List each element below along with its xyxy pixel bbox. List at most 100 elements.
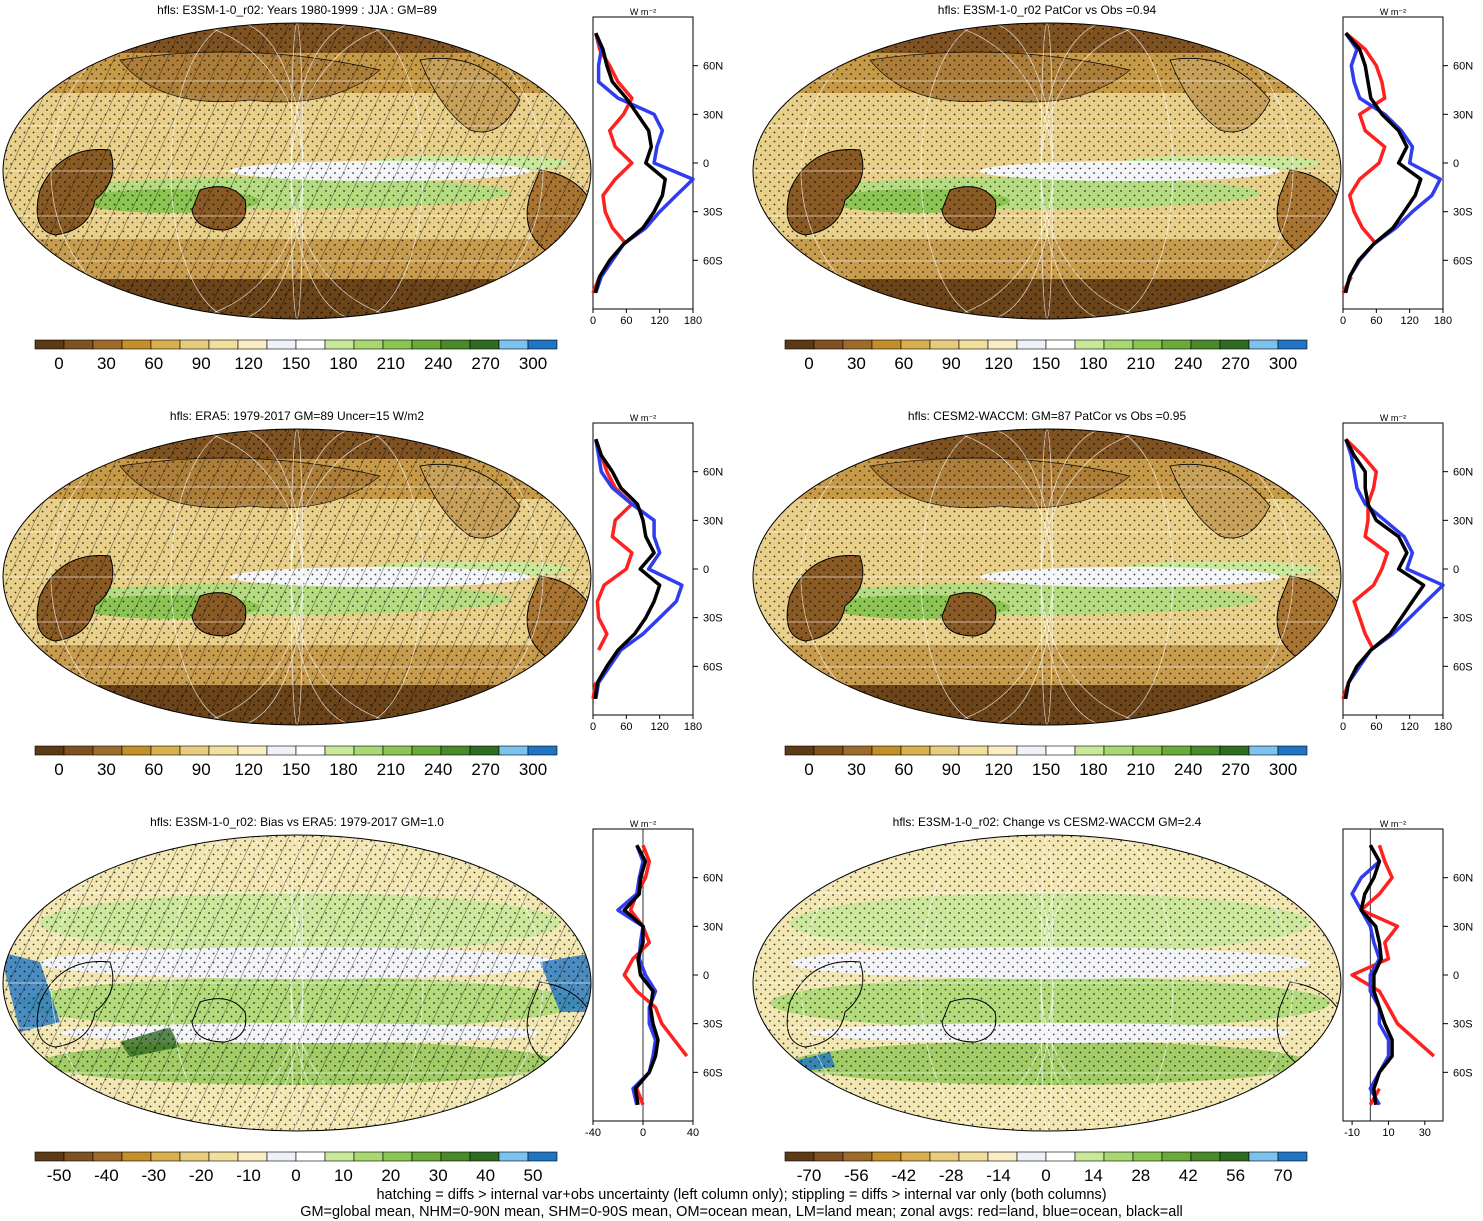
lat-tick-label: 30S [1453, 1019, 1473, 1031]
lat-tick-label: 60N [703, 467, 723, 479]
colorbar-label: -40 [94, 1166, 119, 1185]
colorbar-label: 20 [381, 1166, 400, 1185]
colorbar-label: -20 [189, 1166, 214, 1185]
colorbar-label: 90 [192, 354, 211, 373]
colorbar-swatch [958, 1151, 989, 1162]
colorbar-swatch [1190, 1151, 1221, 1162]
colorbar-swatch [1074, 339, 1105, 350]
colorbar-swatch [1277, 339, 1308, 350]
colorbar-label: -70 [797, 1166, 822, 1185]
lat-tick-label: 30S [703, 1019, 723, 1031]
colorbar-swatch [324, 1151, 355, 1162]
colorbar-swatch [813, 339, 844, 350]
map-field [3, 429, 591, 725]
zonal-mean-panel: W m⁻² 60N 30N 0 30S 60S -10 10 30 [1342, 819, 1473, 1139]
colorbar-label: 56 [1226, 1166, 1245, 1185]
zonal-line-all [593, 32, 667, 294]
x-tick-label: 180 [1434, 721, 1452, 733]
map-field [753, 835, 1341, 1131]
lat-tick-label: 60S [1453, 1067, 1473, 1079]
colorbar: 0 30 60 90 120 150 180 210 240 270 300 [34, 745, 558, 779]
colorbar-swatch [63, 745, 94, 756]
colorbar-label: 240 [424, 354, 452, 373]
colorbar-swatch [527, 745, 558, 756]
map-title: hfls: E3SM-1-0_r02: Bias vs ERA5: 1979-2… [150, 815, 444, 829]
colorbar: 0 30 60 90 120 150 180 210 240 270 300 [34, 339, 558, 373]
colorbar-label: 0 [54, 354, 63, 373]
colorbar-swatch [871, 1151, 902, 1162]
colorbar-label: 30 [847, 354, 866, 373]
map-title: hfls: E3SM-1-0_r02: Change vs CESM2-WACC… [893, 815, 1202, 829]
colorbar-label: 40 [476, 1166, 495, 1185]
lat-tick-label: 60N [703, 873, 723, 885]
x-tick-label: 30 [1419, 1127, 1431, 1139]
panel-1: hfls: E3SM-1-0_r02: Years 1980-1999 : JJ… [2, 3, 723, 373]
colorbar-label: 120 [984, 760, 1012, 779]
lat-tick-label: 0 [703, 564, 709, 576]
zonal-mean-panel: W m⁻² 60N 30N 0 30S 60S -40 0 40 [585, 819, 723, 1139]
colorbar-swatch [63, 1151, 94, 1162]
colorbar-swatch [1103, 339, 1134, 350]
colorbar-label: 0 [804, 354, 813, 373]
lat-tick-label: 30N [1453, 515, 1473, 527]
colorbar-swatch [1248, 745, 1279, 756]
colorbar-label: 30 [97, 354, 116, 373]
colorbar-label: 0 [804, 760, 813, 779]
colorbar-swatch [208, 1151, 239, 1162]
colorbar-label: 0 [1041, 1166, 1050, 1185]
colorbar-swatch [266, 745, 297, 756]
colorbar-swatch [440, 1151, 471, 1162]
colorbar-swatch [1074, 745, 1105, 756]
colorbar-label: 70 [1274, 1166, 1293, 1185]
colorbar-swatch [900, 745, 931, 756]
colorbar-label: 210 [1127, 354, 1155, 373]
colorbar-label: 60 [144, 760, 163, 779]
zonal-unit: W m⁻² [630, 7, 656, 17]
colorbar-label: 300 [1269, 760, 1297, 779]
zonal-line-all [622, 844, 660, 1106]
colorbar-swatch [1219, 339, 1250, 350]
colorbar-swatch [900, 339, 931, 350]
colorbar-swatch [179, 745, 210, 756]
map-field [753, 429, 1341, 725]
colorbar-swatch [871, 339, 902, 350]
colorbar-label: 60 [894, 760, 913, 779]
colorbar-swatch [842, 1151, 873, 1162]
colorbar-label: 150 [1032, 760, 1060, 779]
zonal-unit: W m⁻² [1380, 7, 1406, 17]
colorbar-swatch [1219, 745, 1250, 756]
zonal-line-all [593, 438, 662, 700]
panel-4: hfls: CESM2-WACCM: GM=87 PatCor vs Obs =… [752, 409, 1473, 779]
map-outline [752, 834, 1342, 1132]
colorbar-label: 90 [942, 354, 961, 373]
panel-2: hfls: E3SM-1-0_r02 PatCor vs Obs =0.94 0 3… [752, 3, 1473, 373]
colorbar-swatch [411, 745, 442, 756]
zonal-mean-panel: W m⁻² 60N 30N 0 30S 60S 0 60 120 180 [1340, 7, 1473, 327]
lat-tick-label: 30N [1453, 109, 1473, 121]
colorbar-swatch [1219, 1151, 1250, 1162]
zonal-unit: W m⁻² [1380, 413, 1406, 423]
colorbar-label: 28 [1131, 1166, 1150, 1185]
colorbar-label: 60 [894, 354, 913, 373]
x-tick-label: -10 [1344, 1127, 1360, 1139]
x-tick-label: 120 [650, 721, 668, 733]
colorbar-swatch [150, 1151, 181, 1162]
lat-tick-label: 30N [1453, 921, 1473, 933]
colorbar-swatch [92, 339, 123, 350]
lat-tick-label: 0 [1453, 158, 1459, 170]
colorbar-swatch [987, 1151, 1018, 1162]
colorbar-swatch [1103, 1151, 1134, 1162]
zonal-mean-panel: W m⁻² 60N 30N 0 30S 60S 0 60 120 180 [1340, 413, 1473, 733]
map-title: hfls: ERA5: 1979-2017 GM=89 Uncer=15 W/m… [170, 409, 424, 423]
colorbar-label: 270 [1221, 354, 1249, 373]
lat-tick-label: 60S [703, 1067, 723, 1079]
colorbar-label: 210 [377, 760, 405, 779]
lat-tick-label: 30S [703, 613, 723, 625]
panel-3: hfls: ERA5: 1979-2017 GM=89 Uncer=15 W/m… [2, 409, 723, 779]
colorbar-swatch [1045, 745, 1076, 756]
colorbar-swatch [900, 1151, 931, 1162]
zonal-frame [1342, 828, 1444, 1122]
map-outline [752, 22, 1342, 320]
colorbar-swatch [121, 339, 152, 350]
colorbar-label: 150 [1032, 354, 1060, 373]
